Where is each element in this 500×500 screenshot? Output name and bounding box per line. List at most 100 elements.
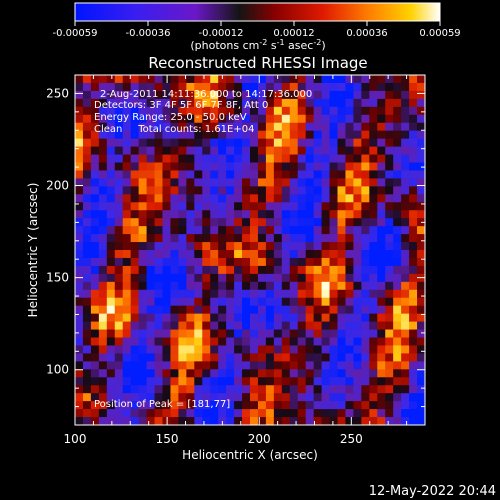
heatmap-cell bbox=[369, 98, 378, 108]
heatmap-cell bbox=[393, 409, 402, 418]
heatmap-cell bbox=[289, 337, 299, 347]
heatmap-cell bbox=[234, 313, 243, 323]
heatmap-cell bbox=[305, 210, 315, 219]
heatmap-cell bbox=[281, 409, 291, 418]
heatmap-cell bbox=[130, 75, 140, 84]
heatmap-cell bbox=[393, 321, 402, 331]
heatmap-cell bbox=[98, 98, 108, 108]
heatmap-cell bbox=[90, 273, 100, 283]
heatmap-cell bbox=[162, 305, 172, 315]
heatmap-cell bbox=[361, 114, 370, 124]
heatmap-cell bbox=[273, 345, 283, 355]
heatmap-cell bbox=[417, 409, 425, 418]
heatmap-cell bbox=[321, 353, 331, 362]
heatmap-cell bbox=[250, 194, 259, 203]
heatmap-cell bbox=[162, 385, 172, 394]
heatmap-cell bbox=[313, 353, 323, 362]
heatmap-cell bbox=[289, 305, 299, 315]
heatmap-cell bbox=[122, 154, 132, 164]
heatmap-cell bbox=[210, 234, 219, 243]
heatmap-cell bbox=[369, 321, 378, 331]
heatmap-cell bbox=[329, 401, 339, 410]
heatmap-cell bbox=[138, 281, 148, 291]
heatmap-cell bbox=[297, 162, 307, 172]
heatmap-cell bbox=[186, 122, 195, 132]
heatmap-cell bbox=[210, 305, 219, 315]
heatmap-cell bbox=[75, 257, 84, 267]
heatmap-cell bbox=[122, 194, 132, 203]
heatmap-cell bbox=[409, 210, 418, 219]
heatmap-cell bbox=[170, 377, 180, 386]
heatmap-cell bbox=[178, 122, 187, 132]
heatmap-cell bbox=[162, 250, 172, 259]
heatmap-cell bbox=[82, 329, 92, 339]
heatmap-cell bbox=[361, 257, 370, 267]
heatmap-cell bbox=[313, 194, 323, 203]
heatmap-cell bbox=[369, 257, 378, 267]
heatmap-cell bbox=[154, 130, 164, 140]
heatmap-cell bbox=[114, 353, 124, 362]
heatmap-cell bbox=[345, 210, 355, 219]
heatmap-cell bbox=[242, 313, 251, 323]
heatmap-cell bbox=[393, 98, 402, 108]
heatmap-cell bbox=[114, 257, 124, 267]
heatmap-cell bbox=[178, 234, 187, 243]
heatmap-cell bbox=[90, 234, 100, 243]
heatmap-cell bbox=[202, 114, 211, 124]
heatmap-cell bbox=[98, 162, 108, 172]
heatmap-cell bbox=[170, 329, 180, 339]
heatmap-cell bbox=[273, 98, 283, 108]
heatmap-cell bbox=[178, 146, 187, 156]
heatmap-cell bbox=[90, 281, 100, 291]
heatmap-cell bbox=[218, 345, 227, 355]
heatmap-cell bbox=[202, 353, 211, 362]
heatmap-cell bbox=[242, 401, 251, 410]
heatmap-cell bbox=[377, 353, 386, 362]
heatmap-cell bbox=[401, 393, 410, 402]
heatmap-cell bbox=[75, 353, 84, 362]
heatmap-cell bbox=[369, 162, 378, 172]
heatmap-cell bbox=[377, 210, 386, 219]
heatmap-cell bbox=[186, 305, 195, 315]
heatmap-cell bbox=[369, 369, 378, 378]
heatmap-cell bbox=[329, 106, 339, 116]
heatmap-cell bbox=[377, 98, 386, 108]
heatmap-cell bbox=[114, 122, 124, 132]
heatmap-cell bbox=[154, 377, 164, 386]
heatmap-cell bbox=[361, 305, 370, 315]
heatmap-cell bbox=[122, 242, 132, 251]
heatmap-cell bbox=[138, 114, 148, 124]
heatmap-cell bbox=[393, 401, 402, 410]
heatmap-cell bbox=[361, 234, 370, 243]
heatmap-cell bbox=[321, 146, 331, 156]
heatmap-cell bbox=[194, 297, 203, 307]
heatmap-cell bbox=[98, 313, 108, 323]
heatmap-cell bbox=[297, 130, 307, 140]
heatmap-cell bbox=[337, 202, 347, 211]
heatmap-cell bbox=[138, 305, 148, 315]
heatmap-cell bbox=[345, 98, 355, 108]
heatmap-cell bbox=[170, 98, 180, 108]
heatmap-cell bbox=[265, 417, 275, 425]
heatmap-cell bbox=[162, 122, 172, 132]
heatmap-cell bbox=[257, 138, 267, 148]
heatmap-cell bbox=[281, 106, 291, 116]
heatmap-cell bbox=[409, 194, 418, 203]
heatmap-cell bbox=[409, 226, 418, 235]
heatmap-cell bbox=[305, 417, 315, 425]
heatmap-cell bbox=[353, 345, 362, 355]
heatmap-cell bbox=[146, 321, 156, 331]
heatmap-cell bbox=[186, 202, 195, 211]
heatmap-cell bbox=[417, 226, 425, 235]
heatmap-cell bbox=[90, 106, 100, 116]
heatmap-cell bbox=[401, 234, 410, 243]
heatmap-cell bbox=[345, 242, 355, 251]
heatmap-cell bbox=[130, 305, 140, 315]
heatmap-cell bbox=[75, 234, 84, 243]
heatmap-cell bbox=[313, 162, 323, 172]
heatmap-cell bbox=[409, 281, 418, 291]
heatmap-cell bbox=[401, 353, 410, 362]
heatmap-cell bbox=[321, 226, 331, 235]
heatmap-cell bbox=[122, 281, 132, 291]
heatmap-cell bbox=[82, 281, 92, 291]
